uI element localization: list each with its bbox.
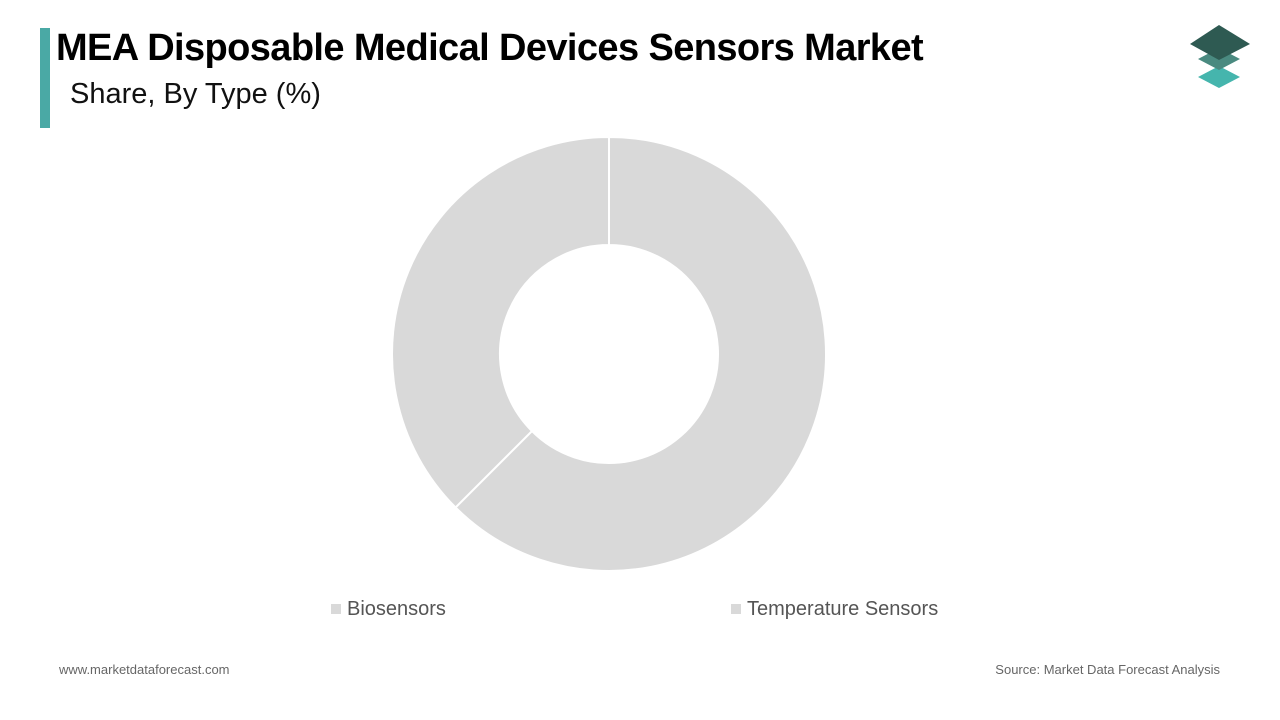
legend-item-biosensors: Biosensors bbox=[331, 596, 446, 622]
logo-layer-top bbox=[1190, 25, 1250, 60]
legend-swatch bbox=[331, 604, 341, 614]
footer-source: Source: Market Data Forecast Analysis bbox=[995, 662, 1220, 677]
logo-layer-bottom bbox=[1198, 66, 1240, 88]
legend-item-temperature-sensors: Temperature Sensors bbox=[731, 596, 938, 622]
legend-label: Biosensors bbox=[347, 597, 446, 620]
footer-website-link[interactable]: www.marketdataforecast.com bbox=[59, 662, 230, 677]
stacked-layers-logo-icon bbox=[1190, 25, 1250, 88]
chart-subtitle: Share, By Type (%) bbox=[70, 78, 321, 110]
donut-slice-biosensors bbox=[454, 135, 827, 572]
chart-title: MEA Disposable Medical Devices Sensors M… bbox=[56, 27, 924, 69]
donut-slice-temperature-sensors bbox=[391, 135, 610, 509]
title-accent-bar bbox=[40, 28, 50, 128]
legend-label: Temperature Sensors bbox=[747, 597, 939, 620]
legend-swatch bbox=[731, 604, 741, 614]
